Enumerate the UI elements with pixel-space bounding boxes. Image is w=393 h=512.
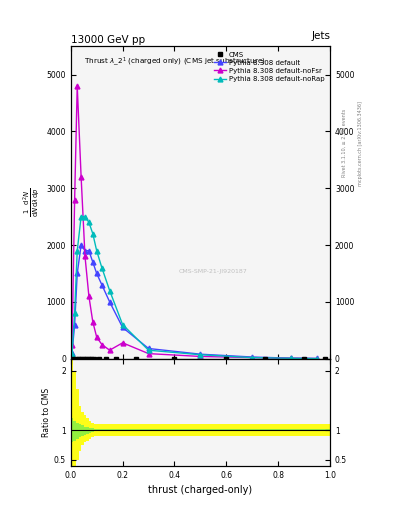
Pythia 8.308 default [146, 346, 151, 352]
CMS [172, 356, 177, 362]
Line: Pythia 8.308 default: Pythia 8.308 default [70, 243, 320, 361]
Pythia 8.308 default-noRap [75, 248, 79, 254]
Pythia 8.308 default [94, 270, 99, 276]
Pythia 8.308 default [120, 325, 125, 331]
CMS [97, 356, 102, 362]
CMS [103, 356, 108, 362]
Pythia 8.308 default-noFsr [250, 354, 255, 360]
Y-axis label: $\frac{1}{\mathrm{d}N}\frac{\mathrm{d}^2N}{\mathrm{d}\lambda\mathrm{d}p}$: $\frac{1}{\mathrm{d}N}\frac{\mathrm{d}^2… [22, 187, 42, 217]
Pythia 8.308 default-noRap [289, 355, 294, 361]
Pythia 8.308 default-noRap [198, 352, 203, 358]
Pythia 8.308 default [79, 242, 83, 248]
Pythia 8.308 default-noRap [315, 355, 320, 361]
Pythia 8.308 default-noFsr [70, 342, 74, 348]
Pythia 8.308 default-noFsr [94, 334, 99, 340]
Pythia 8.308 default-noFsr [99, 342, 104, 348]
CMS [79, 356, 83, 362]
CMS [133, 356, 138, 362]
Pythia 8.308 default-noFsr [72, 197, 77, 203]
Pythia 8.308 default-noRap [83, 214, 87, 220]
Pythia 8.308 default [107, 299, 112, 305]
Pythia 8.308 default-noRap [72, 310, 77, 316]
X-axis label: thrust (charged-only): thrust (charged-only) [149, 485, 252, 495]
Pythia 8.308 default [72, 322, 77, 328]
CMS [71, 356, 76, 362]
Text: mcplots.cern.ch [arXiv:1306.3436]: mcplots.cern.ch [arXiv:1306.3436] [358, 101, 363, 186]
Pythia 8.308 default-noFsr [107, 347, 112, 353]
Pythia 8.308 default [86, 248, 91, 254]
Pythia 8.308 default [99, 282, 104, 288]
Pythia 8.308 default-noFsr [315, 355, 320, 361]
CMS [84, 356, 89, 362]
Pythia 8.308 default-noFsr [90, 318, 95, 325]
CMS [73, 356, 78, 362]
Pythia 8.308 default [289, 355, 294, 361]
Pythia 8.308 default-noRap [99, 265, 104, 271]
Text: Thrust $\lambda\_2^1$ (charged only) (CMS jet substructure): Thrust $\lambda\_2^1$ (charged only) (CM… [84, 55, 266, 68]
Pythia 8.308 default [90, 259, 95, 265]
Line: Pythia 8.308 default-noRap: Pythia 8.308 default-noRap [70, 214, 320, 361]
Text: Jets: Jets [311, 31, 330, 41]
CMS [92, 356, 96, 362]
Pythia 8.308 default-noRap [79, 214, 83, 220]
Pythia 8.308 default-noFsr [146, 351, 151, 357]
Pythia 8.308 default-noRap [94, 248, 99, 254]
Pythia 8.308 default-noRap [90, 230, 95, 237]
Pythia 8.308 default [198, 351, 203, 357]
CMS [114, 356, 119, 362]
Text: 13000 GeV pp: 13000 GeV pp [71, 35, 145, 45]
Text: CMS-SMP-21-JI920187: CMS-SMP-21-JI920187 [179, 269, 248, 274]
Pythia 8.308 default [250, 354, 255, 360]
Pythia 8.308 default-noRap [86, 219, 91, 225]
Pythia 8.308 default-noRap [146, 347, 151, 353]
CMS [81, 356, 86, 362]
Pythia 8.308 default-noFsr [198, 353, 203, 359]
Pythia 8.308 default-noFsr [79, 174, 83, 180]
Pythia 8.308 default-noFsr [120, 340, 125, 346]
CMS [302, 356, 307, 362]
Legend: CMS, Pythia 8.308 default, Pythia 8.308 default-noFsr, Pythia 8.308 default-noRa: CMS, Pythia 8.308 default, Pythia 8.308 … [211, 50, 327, 84]
CMS [89, 356, 94, 362]
Pythia 8.308 default [315, 355, 320, 361]
Pythia 8.308 default-noRap [107, 287, 112, 293]
Line: Pythia 8.308 default-noFsr: Pythia 8.308 default-noFsr [70, 83, 320, 361]
Pythia 8.308 default-noFsr [289, 355, 294, 361]
Pythia 8.308 default [75, 270, 79, 276]
Pythia 8.308 default [70, 350, 74, 356]
Pythia 8.308 default-noFsr [83, 253, 87, 260]
Line: CMS: CMS [71, 357, 327, 361]
Pythia 8.308 default-noFsr [75, 83, 79, 89]
Pythia 8.308 default-noRap [120, 322, 125, 328]
CMS [323, 356, 327, 362]
CMS [76, 356, 81, 362]
Text: Rivet 3.1.10, ≥ 2.7M events: Rivet 3.1.10, ≥ 2.7M events [342, 109, 347, 178]
Pythia 8.308 default-noFsr [86, 293, 91, 300]
Pythia 8.308 default-noRap [70, 351, 74, 357]
CMS [263, 356, 268, 362]
Pythia 8.308 default-noRap [250, 354, 255, 360]
Pythia 8.308 default [83, 248, 87, 254]
Y-axis label: Ratio to CMS: Ratio to CMS [42, 388, 51, 437]
CMS [86, 356, 91, 362]
CMS [224, 356, 229, 362]
